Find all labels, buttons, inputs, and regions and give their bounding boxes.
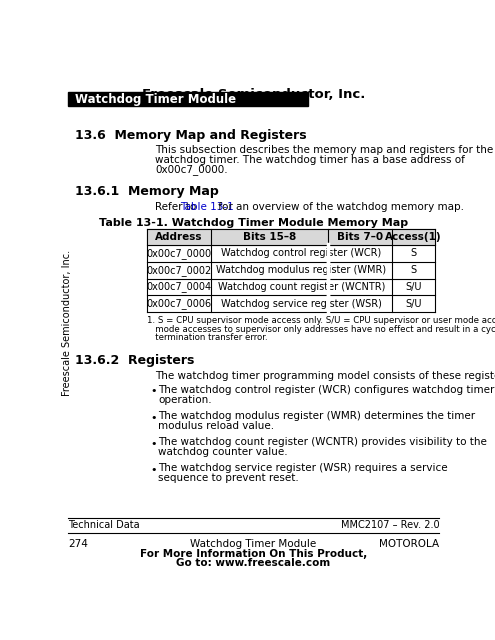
Text: Table 13-1: Table 13-1	[180, 202, 234, 212]
Text: Watchdog count register (WCNTR): Watchdog count register (WCNTR)	[218, 282, 385, 292]
Text: Freescale Semiconductor, Inc.: Freescale Semiconductor, Inc.	[62, 250, 72, 396]
Text: S/U: S/U	[405, 299, 422, 309]
Text: S: S	[411, 265, 417, 275]
Text: Watchdog service register (WSR): Watchdog service register (WSR)	[221, 299, 382, 309]
Text: The watchdog modulus register (WMR) determines the timer: The watchdog modulus register (WMR) dete…	[158, 411, 475, 421]
Text: The watchdog control register (WCR) configures watchdog timer: The watchdog control register (WCR) conf…	[158, 385, 495, 395]
Text: Access(1): Access(1)	[386, 232, 442, 242]
Text: 0x00c7_0002: 0x00c7_0002	[147, 264, 211, 276]
Text: •: •	[150, 387, 156, 396]
Text: MOTOROLA: MOTOROLA	[379, 539, 439, 549]
Text: watchdog counter value.: watchdog counter value.	[158, 447, 288, 457]
Text: For More Information On This Product,: For More Information On This Product,	[140, 549, 367, 559]
Text: Technical Data: Technical Data	[68, 520, 140, 531]
Text: 13.6.2  Registers: 13.6.2 Registers	[75, 354, 195, 367]
Text: operation.: operation.	[158, 395, 211, 405]
Text: Bits 7–0: Bits 7–0	[337, 232, 383, 242]
Text: Go to: www.freescale.com: Go to: www.freescale.com	[176, 558, 331, 568]
Text: Bits 15–8: Bits 15–8	[243, 232, 296, 242]
Text: The watchdog timer programming model consists of these registers:: The watchdog timer programming model con…	[155, 371, 495, 381]
Text: 0x00c7_0000.: 0x00c7_0000.	[155, 164, 228, 175]
Text: termination transfer error.: termination transfer error.	[147, 333, 268, 342]
Text: 0x00c7_0000: 0x00c7_0000	[147, 248, 211, 259]
Text: 13.6  Memory Map and Registers: 13.6 Memory Map and Registers	[75, 129, 307, 142]
Text: Watchdog Timer Module: Watchdog Timer Module	[75, 93, 236, 106]
Text: S: S	[411, 248, 417, 258]
Text: watchdog timer. The watchdog timer has a base address of: watchdog timer. The watchdog timer has a…	[155, 155, 465, 164]
Text: Table 13-1. Watchdog Timer Module Memory Map: Table 13-1. Watchdog Timer Module Memory…	[99, 218, 408, 228]
Text: Watchdog modulus register (WMR): Watchdog modulus register (WMR)	[216, 265, 387, 275]
Text: sequence to prevent reset.: sequence to prevent reset.	[158, 474, 298, 483]
Text: The watchdog service register (WSR) requires a service: The watchdog service register (WSR) requ…	[158, 463, 447, 474]
Text: modulus reload value.: modulus reload value.	[158, 421, 274, 431]
Text: •: •	[150, 438, 156, 449]
Text: •: •	[150, 465, 156, 475]
Text: mode accesses to supervisor only addresses have no effect and result in a cycle: mode accesses to supervisor only address…	[147, 324, 495, 333]
Text: 274: 274	[68, 539, 88, 549]
Text: for an overview of the watchdog memory map.: for an overview of the watchdog memory m…	[215, 202, 464, 212]
Bar	[147, 229, 436, 244]
Text: Watchdog control register (WCR): Watchdog control register (WCR)	[221, 248, 382, 258]
Text: •: •	[150, 413, 156, 422]
Text: Refer to: Refer to	[155, 202, 199, 212]
Text: This subsection describes the memory map and registers for the: This subsection describes the memory map…	[155, 145, 493, 154]
Text: The watchdog count register (WCNTR) provides visibility to the: The watchdog count register (WCNTR) prov…	[158, 437, 487, 447]
Text: 0x00c7_0004: 0x00c7_0004	[147, 282, 211, 292]
Text: 0x00c7_0006: 0x00c7_0006	[147, 298, 211, 309]
Text: Watchdog Timer Module: Watchdog Timer Module	[190, 539, 316, 549]
Text: 1. S = CPU supervisor mode access only. S/U = CPU supervisor or user mode access: 1. S = CPU supervisor mode access only. …	[147, 316, 495, 325]
Text: 13.6.1  Memory Map: 13.6.1 Memory Map	[75, 184, 219, 198]
Text: Freescale Semiconductor, Inc.: Freescale Semiconductor, Inc.	[142, 88, 365, 100]
Text: MMC2107 – Rev. 2.0: MMC2107 – Rev. 2.0	[341, 520, 439, 531]
Text: S/U: S/U	[405, 282, 422, 292]
Text: Address: Address	[155, 232, 202, 242]
Bar	[68, 92, 308, 106]
